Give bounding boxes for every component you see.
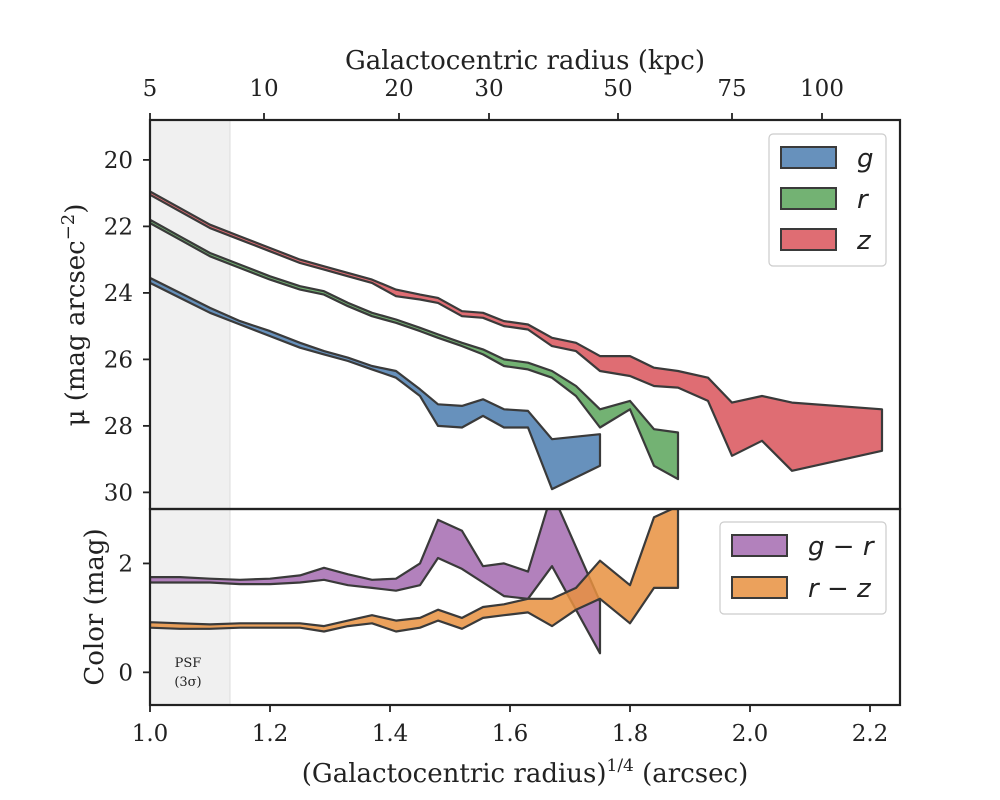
x-tick-label: 2.0	[732, 721, 769, 747]
psf-label: PSF	[175, 656, 202, 671]
x-tick-label: 1.6	[492, 721, 529, 747]
legends: grz g − r r − z	[719, 133, 887, 615]
bottom-panel-frame	[148, 507, 902, 707]
legend-swatch	[780, 146, 837, 169]
legend-swatch	[731, 534, 788, 557]
band-g	[150, 276, 602, 491]
x-tick-label: 1.2	[252, 721, 289, 747]
mu-tick-label: 26	[104, 347, 133, 373]
color-tick-label: 2	[118, 551, 133, 577]
surface-brightness-series	[150, 190, 884, 491]
psf-region	[150, 120, 230, 705]
legend-label: r − z	[808, 574, 872, 604]
x-tick-label: 1.4	[372, 721, 409, 747]
kpc-tick-label: 50	[603, 76, 632, 102]
kpc-tick-label: 75	[717, 76, 746, 102]
x-tick-label: 2.2	[852, 721, 889, 747]
legend-label: r	[857, 185, 870, 215]
band-r-z	[150, 509, 680, 633]
mu-tick-label: 30	[104, 480, 133, 506]
band-z	[150, 190, 884, 472]
mu-tick-label: 22	[104, 214, 133, 240]
legend-label: z	[856, 226, 872, 256]
kpc-tick-label: 20	[384, 76, 413, 102]
x-axis-title: (Galactocentric radius)1/4 (arcsec)	[302, 756, 748, 789]
band-r	[150, 218, 680, 481]
kpc-tick-label: 100	[800, 76, 844, 102]
kpc-tick-label: 5	[143, 76, 158, 102]
legend-swatch	[780, 187, 837, 210]
x-tick-label: 1.0	[132, 721, 169, 747]
mu-tick-label: 28	[104, 414, 133, 440]
legend-swatch	[780, 228, 837, 251]
band-g-r	[150, 509, 602, 655]
mu-tick-label: 24	[104, 281, 133, 307]
legend-label: g	[857, 144, 874, 174]
axis-ticks: 20 22 24 26 28 30 0 2 1.0 1.2 1.4 1.6 1.8 2.0 2.2 5 10 20…	[104, 76, 889, 747]
x-tick-label: 1.8	[612, 721, 649, 747]
color-series	[150, 509, 680, 655]
mu-tick-label: 20	[104, 148, 133, 174]
psf-sigma-label: (3σ)	[174, 675, 201, 690]
top-axis-title: Galactocentric radius (kpc)	[345, 46, 705, 76]
mu-axis-title: μ (mag arcsec−2)	[58, 204, 91, 427]
legend-swatch	[731, 576, 788, 599]
color-axis-title: Color (mag)	[80, 528, 110, 685]
legend-label: g − r	[808, 532, 876, 562]
kpc-tick-label: 30	[474, 76, 503, 102]
color-tick-label: 0	[118, 660, 133, 686]
kpc-tick-label: 10	[249, 76, 278, 102]
